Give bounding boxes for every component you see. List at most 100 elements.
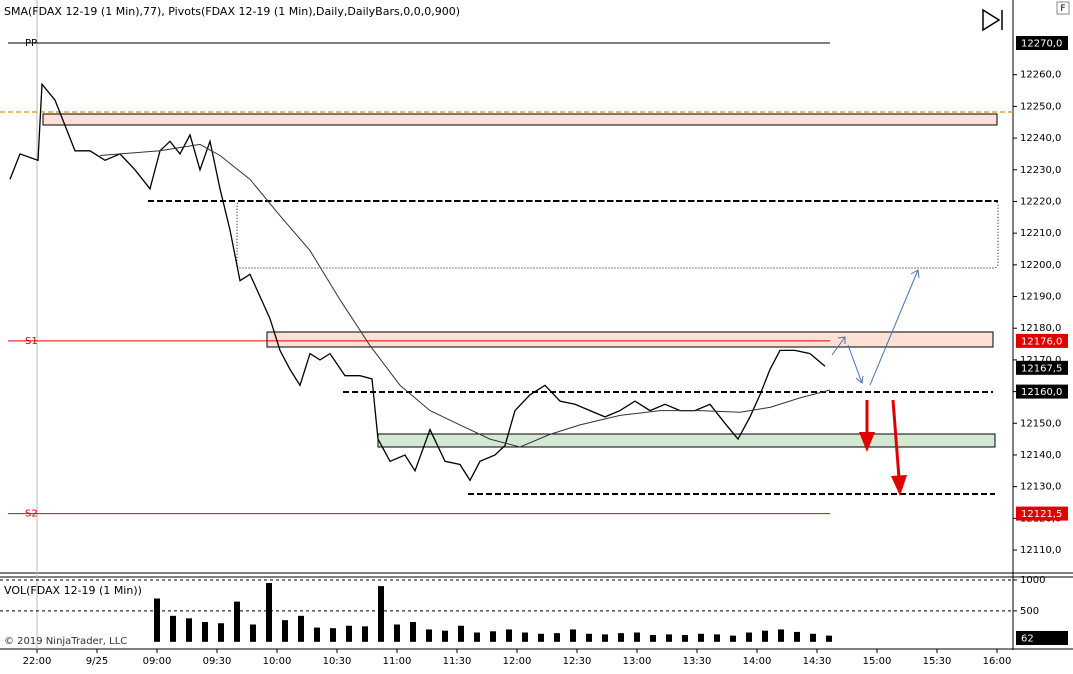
- x-tick-label: 14:30: [803, 656, 832, 667]
- x-tick-label: 22:00: [23, 656, 52, 667]
- pivot-label: S2: [25, 509, 38, 520]
- x-tick-label: 09:00: [143, 656, 172, 667]
- volume-bar: [730, 635, 736, 642]
- red-arrows: [859, 399, 907, 496]
- y-tick-label: 12200,0: [1020, 260, 1061, 271]
- x-tick-label: 11:00: [383, 656, 412, 667]
- volume-bar: [442, 630, 448, 642]
- y-tick-label: 12210,0: [1020, 228, 1061, 239]
- blue-arrow: [869, 269, 920, 386]
- volume-bar: [650, 635, 656, 642]
- x-tick-label: 14:00: [743, 656, 772, 667]
- y-tick-label: 12250,0: [1020, 101, 1061, 112]
- volume-bar: [794, 631, 800, 642]
- price-marker: [1016, 384, 1068, 399]
- volume-bar: [698, 633, 704, 642]
- support-zone: [377, 433, 996, 448]
- volume-bar: [666, 634, 672, 642]
- y-tick-label: 12180,0: [1020, 323, 1061, 334]
- volume-bar: [602, 634, 608, 642]
- volume-bar: [554, 633, 560, 642]
- volume-bar: [570, 629, 576, 642]
- volume-bar: [330, 628, 336, 642]
- volume-bar: [282, 620, 288, 642]
- price-marker: [1016, 333, 1068, 348]
- price-marker-label: 62: [1021, 633, 1034, 644]
- y-tick-label: 12140,0: [1020, 450, 1061, 461]
- volume-bar: [314, 627, 320, 642]
- sma-line: [99, 143, 831, 448]
- scenario-arrows: [831, 269, 920, 386]
- y-tick-label: 1000: [1020, 575, 1045, 586]
- volume-bar: [298, 615, 304, 642]
- volume-bar: [250, 624, 256, 642]
- volume-bar: [490, 631, 496, 642]
- volume-bar: [506, 629, 512, 642]
- red-arrow: [891, 399, 901, 479]
- y-tick-label: 12190,0: [1020, 292, 1061, 303]
- volume-bar: [826, 635, 832, 642]
- volume-bar: [762, 630, 768, 642]
- y-tick-label: 12110,0: [1020, 545, 1061, 556]
- price-marker-label: 12270,0: [1021, 39, 1062, 50]
- price-marker-label: 12121,5: [1021, 509, 1062, 520]
- y-tick-label: 12230,0: [1020, 165, 1061, 176]
- copyright: © 2019 NinjaTrader, LLC: [4, 636, 127, 647]
- pivot-label: PP: [25, 38, 37, 49]
- x-tick-label: 16:00: [983, 656, 1012, 667]
- volume-bar: [186, 618, 192, 642]
- price-marker-label: 12176,0: [1021, 336, 1062, 347]
- x-tick-label: 09:30: [203, 656, 232, 667]
- volume-bar: [426, 629, 432, 642]
- red-arrowhead: [859, 432, 875, 452]
- price-marker-label: 12160,0: [1021, 387, 1062, 398]
- blue-arrow: [831, 336, 846, 356]
- volume-bar: [778, 629, 784, 642]
- play-triangle[interactable]: [982, 8, 1001, 32]
- volume-bar: [746, 632, 752, 642]
- pivot-label: S1: [25, 336, 38, 347]
- x-tick-label: 15:00: [863, 656, 892, 667]
- volume-bar: [586, 633, 592, 642]
- y-tick-label: 12150,0: [1020, 418, 1061, 429]
- volume-bar: [458, 625, 464, 642]
- y-tick-label: 500: [1020, 606, 1039, 617]
- volume-bar: [362, 626, 368, 642]
- red-arrowhead: [891, 475, 907, 496]
- x-tick-label: 10:30: [323, 656, 352, 667]
- volume-title: VOL(FDAX 12-19 (1 Min)): [4, 584, 142, 597]
- x-tick-label: 10:00: [263, 656, 292, 667]
- resistance-zone: [42, 113, 998, 126]
- volume-bar: [378, 586, 384, 642]
- volume-bar: [394, 624, 400, 642]
- y-tick-label: 12130,0: [1020, 482, 1061, 493]
- volume-bar: [474, 632, 480, 642]
- y-tick-label: 12240,0: [1020, 133, 1061, 144]
- volume-bar: [218, 623, 224, 642]
- chart-title: SMA(FDAX 12-19 (1 Min),77), Pivots(FDAX …: [4, 5, 460, 18]
- x-tick-label: 13:30: [683, 656, 712, 667]
- volume-bar: [538, 633, 544, 642]
- price-marker-label: 12167,5: [1021, 363, 1062, 374]
- volume-bar: [202, 622, 208, 642]
- y-tick-label: 12170,0: [1020, 355, 1061, 366]
- volume-bar: [234, 601, 240, 642]
- volume-bar: [410, 622, 416, 642]
- volume-bar: [170, 615, 176, 642]
- volume-bar: [682, 635, 688, 642]
- price-marker: [1016, 506, 1068, 521]
- volume-bar: [266, 583, 272, 642]
- volume-bar: [634, 632, 640, 642]
- x-tick-label: 13:00: [623, 656, 652, 667]
- resistance-zone: [266, 331, 994, 348]
- x-tick-label: 15:30: [923, 656, 952, 667]
- x-tick-label: 9/25: [86, 656, 108, 667]
- play-icon[interactable]: [982, 8, 1003, 32]
- volume-bar: [618, 633, 624, 642]
- gap-zone: [236, 200, 999, 269]
- volume-bar: [522, 632, 528, 642]
- button-label[interactable]: F: [1060, 4, 1065, 14]
- blue-arrow: [847, 344, 864, 384]
- button[interactable]: [1056, 1, 1070, 15]
